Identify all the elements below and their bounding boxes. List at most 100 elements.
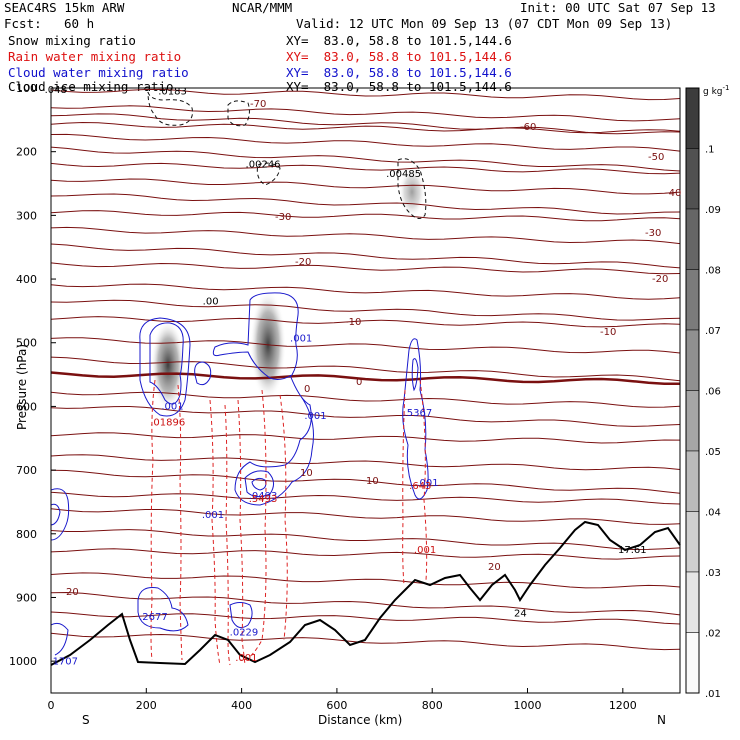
extremum-label: 17.61 [618,545,647,556]
cloud-water-contour [149,322,184,405]
colorbar-bin [685,450,700,512]
extremum-label: .00246 [246,160,281,171]
extremum-label: .5493 [249,494,278,505]
temperature-contour [51,548,680,560]
x-tick-label: 1000 [514,699,542,712]
temperature-contour [51,316,680,328]
extremum-label: .00 [203,297,219,308]
temperature-contour [51,243,680,269]
cloud-ice-contour [227,100,250,127]
temperature-contour [51,391,680,408]
field-xy-rain: XY= 83.0, 58.8 to 101.5,144.6 [286,49,512,64]
extremum-label: .0183 [158,86,187,97]
colorbar-label: .05 [705,447,721,458]
y-axis-title: Pressure (hPa) [15,343,29,431]
extremum-label: .0493 [249,491,278,502]
temperature-contour [51,178,680,195]
field-name-rain: Rain water mixing ratio [8,49,182,64]
y-tick-label: 600 [16,400,37,413]
colorbar-label: .03 [705,568,721,579]
temperature-label: 20 [488,562,501,573]
temperature-contour [51,88,680,101]
cloud-water-contour [51,503,61,526]
temperature-label: -10 [600,327,616,338]
colorbar-bin [685,632,700,694]
temperature-contour [51,210,680,222]
temperature-label: -20 [652,274,668,285]
contour-labels: -70 -60 -50 -40 -30 -30 -20 -20 -10 -10 0 0 10 10 20 20… [45,85,682,667]
x-axis-title: Distance (km) [318,713,403,727]
temperature-label: 20 [66,587,79,598]
extremum-label: .001 [202,510,224,521]
colorbar-label: .02 [705,629,721,640]
temperature-contour [51,454,680,471]
temperature-contour [51,283,680,300]
temperature-label: -30 [645,228,661,239]
extremum-label: .001 [416,478,438,489]
temperature-contour [51,469,680,494]
x-tick-label: 800 [422,699,443,712]
cloud-water-contours [51,292,429,656]
y-tick-label: 500 [16,337,37,350]
extremum-label: 1707 [53,656,78,667]
temperature-contour [51,371,680,386]
temperature-contour [51,611,680,625]
temperature-contour [51,226,680,245]
field-xy-cloudwater: XY= 83.0, 58.8 to 101.5,144.6 [286,65,512,80]
extremum-label: .0229 [230,628,259,639]
temperature-label: -60 [520,122,536,133]
rain-water-contour [402,389,406,586]
cloud-water-contour [137,587,189,632]
rain-water-contour [177,384,183,661]
colorbar-bin [685,571,700,633]
cloud-ice-contour [256,162,281,186]
rain-water-contour [209,399,221,666]
colorbar-bin [685,87,700,149]
org-label: NCAR/MMM [232,0,293,15]
terrain-line [50,520,681,666]
cloud-ice-contour [397,158,427,219]
colorbar-bin [685,148,700,210]
y-tick-label: 1000 [9,655,37,668]
rain-water-contour [239,389,267,661]
extremum-label: .5367 [404,408,433,419]
x-tick-label: 0 [48,699,55,712]
field-xy-cloudice: XY= 83.0, 58.8 to 101.5,144.6 [286,79,512,94]
temperature-contour [51,146,680,172]
y-tick-label: 900 [16,591,37,604]
colorbar: .1 .09 .08 .07 .06 .05 .04 .03 .02 .01 [685,87,721,700]
cloud-water-contour [51,622,69,656]
extremum-label: .001 [235,653,257,664]
temperature-contour [51,572,680,589]
colorbar-bin [685,208,700,270]
cloud-water-contour [229,602,253,629]
colorbar-label: .04 [705,508,721,519]
temperature-label: -30 [275,212,291,223]
cloud-water-contour [244,470,274,498]
extremum-label: 24 [514,609,527,620]
cloud-water-contour [411,358,419,392]
extremum-label: .2677 [139,612,168,623]
y-tick-label: 100 [16,82,37,95]
extremum-label: .01896 [150,418,185,429]
y-tick-label: 200 [16,146,37,159]
temperature-contour [51,591,680,616]
temperature-contour [51,113,680,135]
temperature-contour [51,337,680,354]
extremum-label: .001 [290,333,312,344]
colorbar-bin [685,269,700,331]
temperature-contours [51,88,680,651]
temperature-contour [51,508,680,525]
temperature-contour [51,356,680,382]
temperature-label: 0 [356,377,362,388]
x-tick-label: 600 [326,699,347,712]
axes: 0 200 400 600 800 1000 12001002003004005006007… [9,82,637,712]
forecast-label: Fcst: [4,16,42,31]
colorbar-label: .1 [705,145,715,156]
cloud-water-contour [402,338,429,500]
extremum-label: .00485 [386,169,421,180]
cloud-water-contour [234,374,314,506]
colorbar-label: .01 [705,689,721,700]
cloud-water-contour [212,292,299,380]
